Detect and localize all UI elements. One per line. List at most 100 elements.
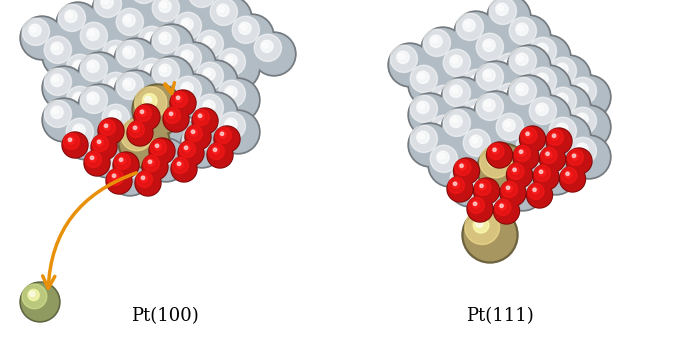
Circle shape <box>475 179 499 203</box>
Circle shape <box>169 84 175 90</box>
Circle shape <box>197 113 205 120</box>
Circle shape <box>225 86 237 99</box>
Circle shape <box>196 62 223 89</box>
Circle shape <box>408 93 452 137</box>
Circle shape <box>146 76 186 116</box>
Circle shape <box>230 14 274 58</box>
Circle shape <box>496 83 523 110</box>
Circle shape <box>534 151 578 195</box>
Circle shape <box>153 146 165 158</box>
Circle shape <box>91 134 117 160</box>
Circle shape <box>124 90 151 118</box>
Circle shape <box>493 198 519 224</box>
Circle shape <box>73 92 85 104</box>
Circle shape <box>463 69 490 97</box>
Circle shape <box>510 145 522 157</box>
Circle shape <box>111 80 116 86</box>
Circle shape <box>252 32 296 76</box>
Circle shape <box>214 126 240 152</box>
Circle shape <box>152 0 192 34</box>
Circle shape <box>88 136 128 176</box>
Circle shape <box>450 135 477 163</box>
Circle shape <box>399 53 405 59</box>
Circle shape <box>136 171 160 195</box>
Circle shape <box>450 105 477 133</box>
Circle shape <box>509 77 549 117</box>
Circle shape <box>31 26 36 32</box>
Circle shape <box>142 94 157 108</box>
Circle shape <box>183 52 188 58</box>
Circle shape <box>87 28 99 40</box>
Circle shape <box>116 40 156 80</box>
Circle shape <box>512 177 517 183</box>
Circle shape <box>149 138 175 164</box>
Circle shape <box>501 137 545 181</box>
Circle shape <box>182 126 210 153</box>
Circle shape <box>457 141 469 153</box>
Circle shape <box>577 85 584 91</box>
Circle shape <box>448 103 492 147</box>
Circle shape <box>454 11 498 55</box>
Circle shape <box>119 130 125 136</box>
Circle shape <box>547 55 591 99</box>
Circle shape <box>538 105 543 111</box>
Circle shape <box>496 53 536 93</box>
Circle shape <box>476 33 503 61</box>
Circle shape <box>167 50 179 63</box>
Circle shape <box>509 77 536 104</box>
Circle shape <box>459 163 466 170</box>
Circle shape <box>410 65 450 105</box>
Circle shape <box>114 38 158 82</box>
Circle shape <box>84 150 110 176</box>
Circle shape <box>142 154 168 180</box>
Circle shape <box>455 159 471 175</box>
Circle shape <box>481 87 525 131</box>
Circle shape <box>461 97 505 141</box>
Circle shape <box>450 115 462 128</box>
Circle shape <box>477 131 489 143</box>
Circle shape <box>138 58 166 85</box>
Circle shape <box>505 91 510 97</box>
Circle shape <box>155 116 160 122</box>
Circle shape <box>134 104 160 130</box>
Circle shape <box>514 101 558 145</box>
Circle shape <box>108 152 152 196</box>
Circle shape <box>150 0 194 36</box>
Circle shape <box>512 147 517 153</box>
Circle shape <box>161 2 166 8</box>
Circle shape <box>459 143 464 149</box>
Circle shape <box>519 150 523 153</box>
Circle shape <box>203 100 215 113</box>
Circle shape <box>534 91 578 135</box>
Circle shape <box>102 40 142 80</box>
Circle shape <box>549 57 589 97</box>
Circle shape <box>89 62 95 68</box>
Circle shape <box>212 147 219 154</box>
Circle shape <box>140 175 147 182</box>
Circle shape <box>457 171 469 184</box>
Circle shape <box>102 104 129 132</box>
Circle shape <box>468 197 492 221</box>
Circle shape <box>103 123 110 130</box>
Circle shape <box>437 151 449 164</box>
Circle shape <box>182 94 210 121</box>
Circle shape <box>173 157 188 173</box>
Circle shape <box>44 36 84 76</box>
Circle shape <box>416 101 429 114</box>
Circle shape <box>494 81 538 125</box>
Circle shape <box>136 56 180 100</box>
Circle shape <box>135 105 159 129</box>
Circle shape <box>183 20 188 26</box>
Circle shape <box>86 151 101 167</box>
Circle shape <box>110 122 138 150</box>
Circle shape <box>86 134 130 178</box>
Circle shape <box>116 72 143 100</box>
Circle shape <box>191 130 195 134</box>
Circle shape <box>171 156 197 182</box>
Circle shape <box>576 143 588 155</box>
Circle shape <box>479 145 527 193</box>
Circle shape <box>468 123 512 167</box>
Circle shape <box>473 178 499 204</box>
Circle shape <box>158 42 202 86</box>
Circle shape <box>189 68 201 81</box>
